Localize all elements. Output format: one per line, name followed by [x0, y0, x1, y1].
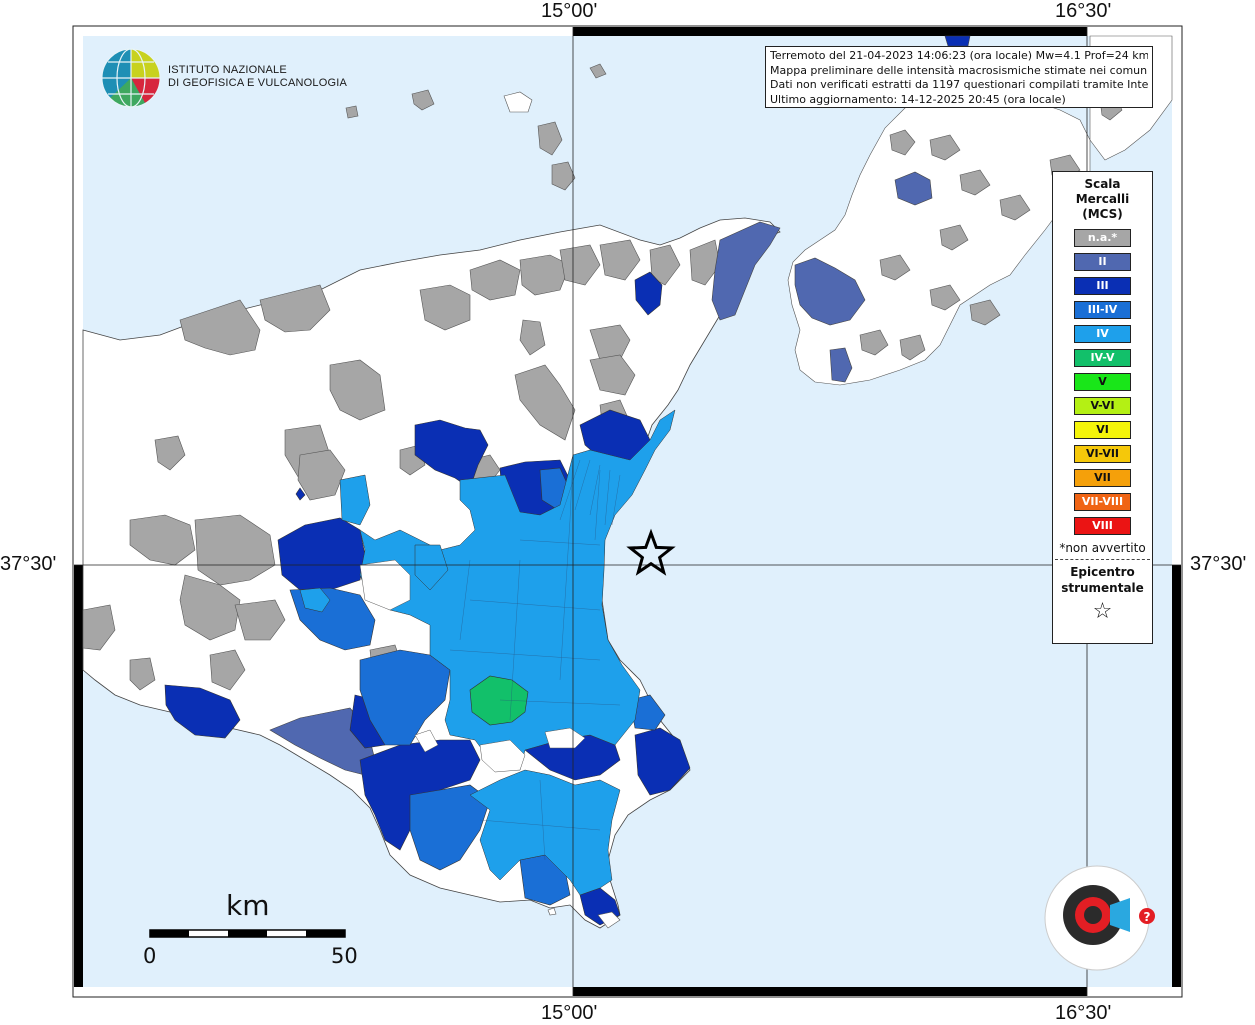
mcs-legend: Scala Mercalli (MCS) n.a.* II III III-IV IV I…	[1052, 171, 1153, 644]
info-line4: Ultimo aggiornamento: 14-12-2025 20:45 (…	[770, 92, 1066, 106]
coord-top-left: 15°00'	[541, 0, 598, 22]
haisentito-logo-icon: ?	[1044, 865, 1155, 971]
institute-line2: DI GEOFISICA E VULCANOLOGIA	[168, 77, 347, 89]
legend-item-vii-viii: VII-VIII	[1074, 493, 1131, 511]
coord-right: 37°30'	[1190, 553, 1247, 575]
frame-bar-top	[573, 27, 1087, 36]
coord-bottom-right: 16°30'	[1055, 1002, 1112, 1024]
coord-bottom-left: 15°00'	[541, 1002, 598, 1024]
legend-epicenter-label: Epicentro strumentale	[1053, 564, 1152, 596]
frame-bar-bottom	[573, 987, 1087, 996]
legend-title-line1: Scala	[1084, 177, 1121, 191]
institute-name: ISTITUTO NAZIONALE DI GEOFISICA E VULCAN…	[168, 64, 347, 90]
legend-item-vii: VII	[1074, 469, 1131, 487]
info-line3: Dati non verificati estratti da 1197 que…	[770, 78, 1148, 91]
legend-item-iv: IV	[1074, 325, 1131, 343]
legend-item-iv-v: IV-V	[1074, 349, 1131, 367]
legend-item-vi: VI	[1074, 421, 1131, 439]
legend-epicenter-line2: strumentale	[1061, 581, 1144, 595]
scale-bar	[149, 929, 346, 938]
svg-text:?: ?	[1144, 910, 1151, 924]
legend-note: *non avvertito	[1059, 541, 1146, 555]
legend-separator	[1055, 559, 1150, 560]
legend-item-v-vi: V-VI	[1074, 397, 1131, 415]
calabria-landmass	[787, 35, 1173, 386]
frame-bar-left	[74, 565, 83, 987]
legend-title-line3: (MCS)	[1082, 207, 1123, 221]
scale-title: km	[226, 889, 270, 922]
ingv-logo-icon	[101, 48, 161, 108]
legend-item-viii: VIII	[1074, 517, 1131, 535]
epicenter-star-icon	[626, 528, 676, 576]
scale-max-label: 50	[331, 944, 358, 968]
legend-title-line2: Mercalli	[1075, 192, 1130, 206]
scale-min-label: 0	[143, 944, 157, 968]
legend-epicenter-line1: Epicentro	[1070, 565, 1135, 579]
region-iv-v	[469, 675, 529, 726]
sicily-landmass	[82, 217, 781, 929]
coord-left: 37°30'	[0, 553, 57, 575]
southern-islands	[547, 907, 621, 929]
institute-line1: ISTITUTO NAZIONALE	[168, 64, 287, 76]
legend-item-iii: III	[1074, 277, 1131, 295]
legend-item-v: V	[1074, 373, 1131, 391]
legend-item-n-a: n.a.*	[1074, 229, 1131, 247]
aeolian-islands	[345, 63, 607, 191]
frame-bar-right	[1172, 565, 1181, 987]
info-line2: Mappa preliminare delle intensità macros…	[770, 63, 1148, 77]
legend-title: Scala Mercalli (MCS)	[1053, 177, 1152, 222]
legend-item-vi-vii: VI-VII	[1074, 445, 1131, 463]
legend-star-icon: ☆	[1092, 599, 1113, 624]
legend-items: n.a.* II III III-IV IV IV-V V V-VI VI VI-VII VII VI…	[1053, 229, 1152, 535]
coord-top-right: 16°30'	[1055, 0, 1112, 22]
info-line1: Terremoto del 21-04-2023 14:06:23 (ora l…	[770, 49, 1148, 62]
legend-item-ii: II	[1074, 253, 1131, 271]
legend-item-iii-iv: III-IV	[1074, 301, 1131, 319]
event-info-box: Terremoto del 21-04-2023 14:06:23 (ora l…	[765, 46, 1153, 108]
